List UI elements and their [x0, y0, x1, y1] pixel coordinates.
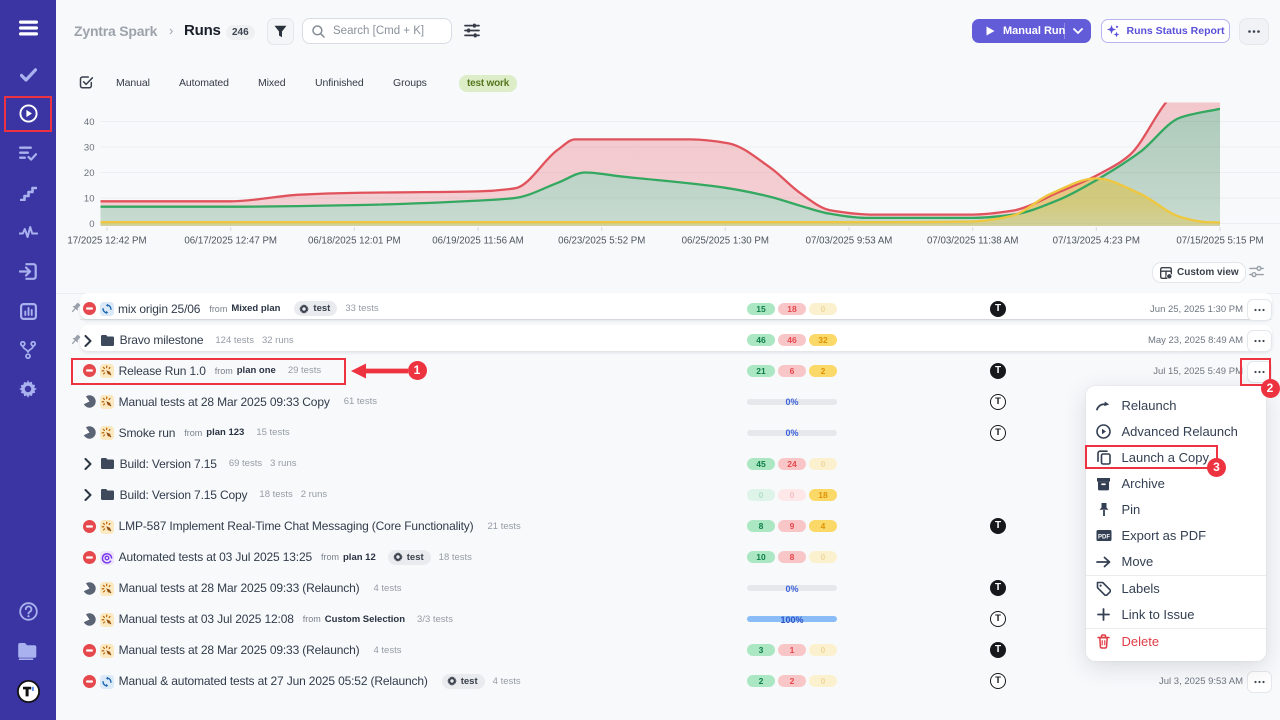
svg-text:07/13/2025 4:23 PM: 07/13/2025 4:23 PM: [1053, 236, 1140, 247]
svg-text:20: 20: [84, 168, 95, 179]
svg-text:07/03/2025 11:38 AM: 07/03/2025 11:38 AM: [927, 236, 1018, 247]
svg-text:06/17/2025 12:47 PM: 06/17/2025 12:47 PM: [184, 236, 277, 247]
svg-text:06/25/2025 1:30 PM: 06/25/2025 1:30 PM: [682, 236, 769, 247]
svg-text:30: 30: [84, 142, 95, 153]
svg-text:06/23/2025 5:52 PM: 06/23/2025 5:52 PM: [558, 236, 645, 247]
svg-text:10: 10: [84, 193, 95, 204]
svg-text:17/2025 12:42 PM: 17/2025 12:42 PM: [67, 236, 146, 247]
svg-text:40: 40: [84, 117, 95, 128]
svg-text:0: 0: [89, 219, 94, 230]
svg-text:07/03/2025 9:53 AM: 07/03/2025 9:53 AM: [806, 236, 893, 247]
svg-text:07/15/2025 5:15 PM: 07/15/2025 5:15 PM: [1176, 236, 1263, 247]
svg-text:PDF: PDF: [1098, 535, 1110, 541]
svg-text:06/19/2025 11:56 AM: 06/19/2025 11:56 AM: [432, 236, 523, 247]
svg-text:06/18/2025 12:01 PM: 06/18/2025 12:01 PM: [308, 236, 401, 247]
